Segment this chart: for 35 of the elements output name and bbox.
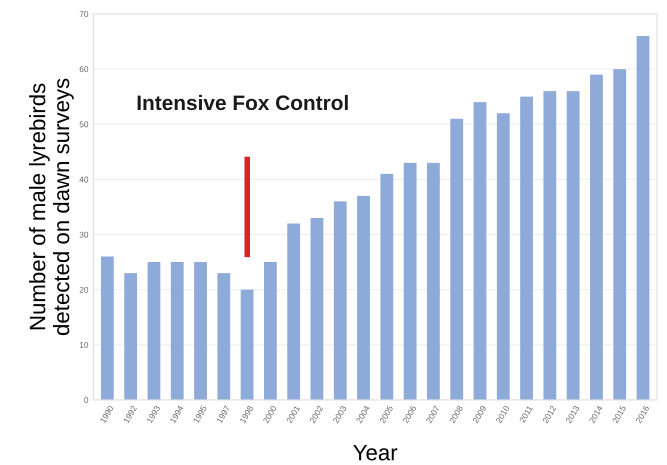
y-tick-label: 0 <box>84 397 88 403</box>
bar <box>380 174 394 400</box>
bar <box>357 196 370 400</box>
bar <box>124 273 138 400</box>
y-tick-label: 40 <box>79 176 88 182</box>
bar <box>310 218 324 400</box>
bar <box>427 162 440 400</box>
bar <box>264 262 277 400</box>
y-tick-label: 20 <box>80 286 88 293</box>
annotation: Intensive Fox Control <box>138 94 348 110</box>
bar <box>170 262 184 400</box>
bar <box>613 69 626 400</box>
bar <box>100 256 114 400</box>
y-tick-label: 60 <box>80 66 88 72</box>
y-tick-label: 70 <box>80 11 88 18</box>
bar <box>217 273 230 400</box>
x-axis-title: Year <box>353 444 398 460</box>
bar <box>450 118 464 400</box>
bar <box>334 201 347 400</box>
bar <box>636 36 650 400</box>
bar <box>287 223 300 400</box>
y-tick-label: 30 <box>80 232 88 238</box>
bar <box>520 96 533 400</box>
bar <box>404 162 417 400</box>
bar <box>148 262 160 400</box>
bar <box>240 290 254 400</box>
bar <box>566 91 580 400</box>
bar <box>590 74 603 400</box>
bar <box>496 113 510 400</box>
y-axis-title: Number of male lyrebirds detected on dawn surveys <box>29 78 74 336</box>
y-tick-label: 50 <box>80 121 88 128</box>
y-tick-label: 10 <box>80 342 88 348</box>
bar <box>194 262 207 400</box>
bar <box>543 91 556 400</box>
bar <box>474 102 486 400</box>
